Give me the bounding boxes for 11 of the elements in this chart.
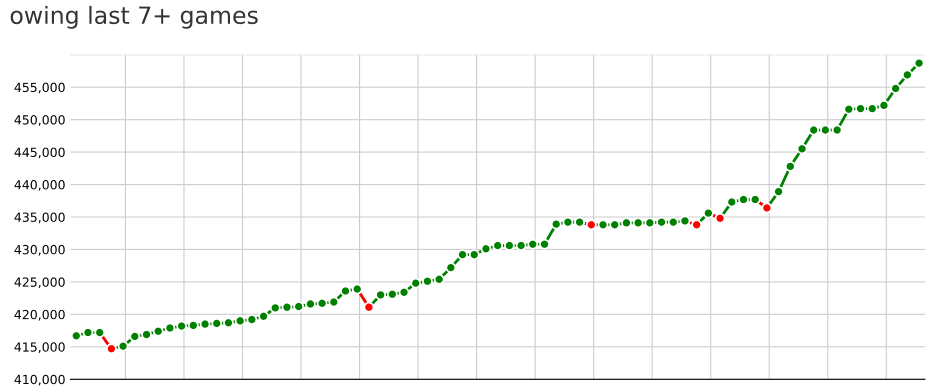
y-tick-label: 430,000 [14,244,65,256]
y-tick-label: 420,000 [14,310,65,321]
y-tick-label: 440,000 [14,180,65,191]
y-tick-label: 425,000 [14,277,65,288]
y-tick-label: 410,000 [14,374,65,386]
y-tick-label: 435,000 [14,212,65,224]
y-tick-label: 445,000 [14,148,65,158]
y-tick-label: 415,000 [14,342,65,354]
y-tick-label: 455,000 [14,82,65,94]
chart-title: owing last 7+ games [10,6,258,29]
y-tick-label: 450,000 [14,115,65,126]
